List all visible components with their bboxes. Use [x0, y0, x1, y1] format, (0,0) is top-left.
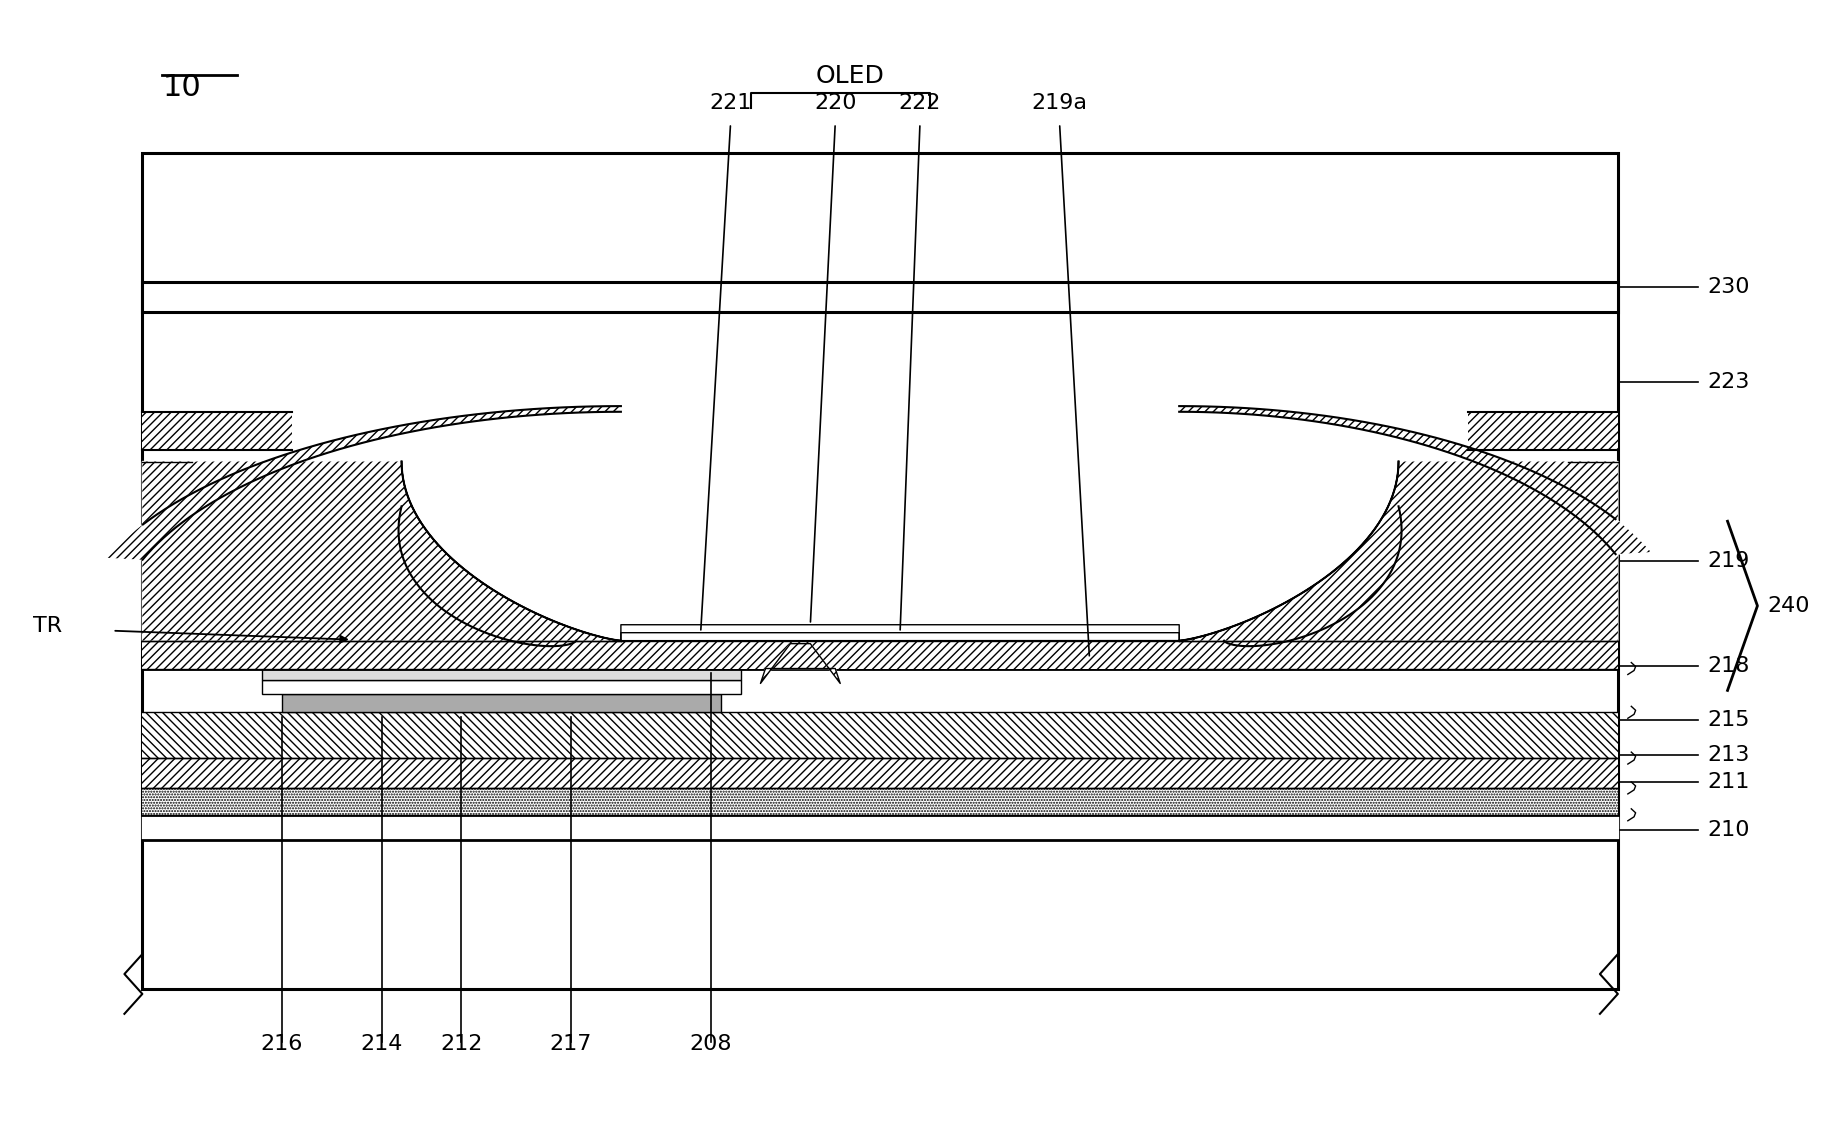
Bar: [835, 642, 1618, 669]
Bar: [1467, 412, 1618, 450]
Text: OLED: OLED: [815, 64, 885, 88]
Polygon shape: [760, 644, 839, 683]
Text: 10: 10: [163, 73, 202, 103]
Bar: [143, 412, 291, 450]
Bar: [143, 712, 1618, 758]
Bar: [143, 758, 1618, 788]
Polygon shape: [143, 461, 621, 640]
Bar: [143, 640, 621, 669]
Polygon shape: [1178, 461, 1618, 640]
Bar: [262, 680, 740, 695]
Bar: [1467, 412, 1618, 450]
Text: 219: 219: [1707, 551, 1750, 570]
Text: 240: 240: [1766, 596, 1808, 616]
Text: 210: 210: [1707, 819, 1750, 840]
Text: 211: 211: [1707, 772, 1750, 792]
Text: 212: 212: [440, 1034, 482, 1053]
Bar: [262, 645, 436, 664]
Bar: [621, 640, 1178, 669]
Bar: [1178, 640, 1618, 669]
Text: 220: 220: [813, 94, 856, 113]
Bar: [621, 640, 1178, 669]
Text: 214: 214: [361, 1034, 403, 1053]
Bar: [1178, 640, 1618, 669]
Bar: [143, 712, 1618, 758]
Bar: [143, 788, 1618, 815]
Text: 216: 216: [260, 1034, 302, 1053]
Text: TR: TR: [33, 616, 62, 636]
Bar: [143, 758, 1618, 788]
Bar: [143, 283, 1618, 313]
Bar: [143, 640, 621, 669]
Bar: [262, 664, 740, 680]
Polygon shape: [106, 406, 621, 560]
Text: 215: 215: [1707, 710, 1750, 730]
Text: 221: 221: [709, 94, 751, 113]
Bar: [143, 788, 1618, 815]
Text: 218: 218: [1707, 656, 1750, 675]
Text: 213: 213: [1707, 745, 1750, 766]
Text: 219a: 219a: [1031, 94, 1086, 113]
Bar: [540, 645, 731, 664]
Text: 208: 208: [689, 1034, 731, 1053]
Bar: [143, 412, 291, 450]
Text: 230: 230: [1707, 277, 1750, 298]
Bar: [282, 695, 720, 712]
Text: 223: 223: [1707, 372, 1750, 391]
Bar: [143, 642, 766, 669]
Bar: [143, 153, 1618, 989]
Text: 222: 222: [898, 94, 940, 113]
Polygon shape: [1178, 406, 1651, 555]
Text: 217: 217: [550, 1034, 592, 1053]
